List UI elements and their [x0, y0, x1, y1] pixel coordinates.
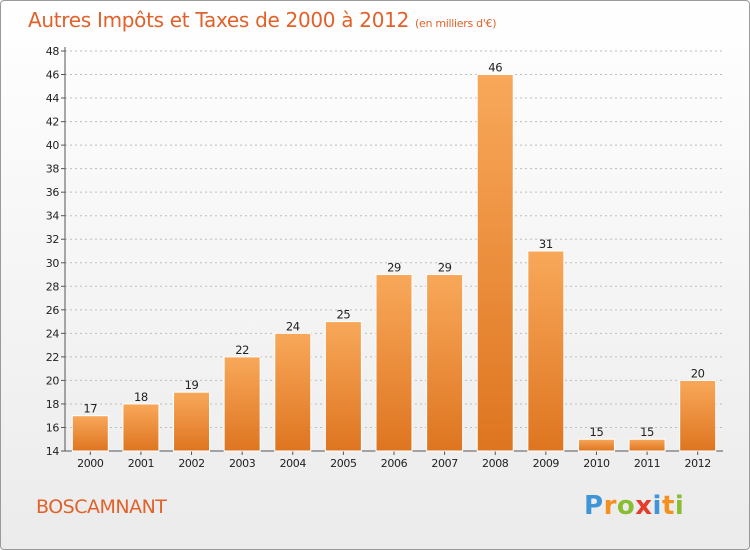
bar-2008	[476, 74, 514, 452]
bar-2002	[173, 391, 211, 452]
bar-2000	[71, 415, 109, 452]
chart-title: Autres Impôts et Taxes de 2000 à 2012 (en…	[28, 8, 496, 32]
labels: 17 18 19 22 24 25 29 29 46 31 15 15 20	[83, 61, 705, 440]
y-tick-label: 42	[46, 116, 59, 129]
y-tick-label: 36	[46, 186, 60, 199]
y-tick-label: 14	[46, 445, 60, 458]
y-tick-label: 34	[46, 210, 60, 223]
x-tick-label: 2006	[381, 457, 408, 470]
y-tick-label: 44	[46, 92, 60, 105]
commune-name: BOSCAMNANT	[36, 496, 167, 518]
x-tick-label: 2002	[178, 457, 204, 470]
x-tick-label: 2001	[128, 457, 154, 470]
x-tick-label: 2009	[533, 457, 560, 470]
bar-2007	[426, 274, 464, 452]
bars	[71, 74, 717, 452]
data-label: 29	[438, 261, 452, 275]
y-tick-label: 18	[46, 398, 60, 411]
bar-2003	[223, 356, 261, 452]
data-label: 18	[134, 390, 148, 404]
x-tick-label: 2010	[583, 457, 610, 470]
data-label: 15	[640, 425, 654, 439]
data-label: 29	[387, 261, 401, 275]
y-tick-label: 40	[46, 139, 60, 152]
data-label: 25	[336, 308, 350, 322]
x-tick-label: 2005	[330, 457, 357, 470]
bar-2009	[527, 250, 565, 452]
x-tick-label: 2003	[229, 457, 256, 470]
bar-2011	[628, 438, 666, 452]
logo-letter: t	[661, 491, 675, 521]
data-label: 46	[488, 61, 502, 75]
x-tick-label: 2008	[482, 457, 509, 470]
data-label: 22	[235, 343, 249, 357]
y-tick-label: 38	[46, 163, 60, 176]
x-tick-label: 2012	[684, 457, 710, 470]
bar-2004	[274, 332, 312, 452]
title-unit: (en milliers d'€)	[415, 17, 497, 30]
y-tick-label: 28	[46, 280, 60, 293]
proxiti-logo[interactable]: Proxiti	[584, 491, 684, 521]
logo-letter: o	[616, 491, 636, 521]
y-tick-label: 26	[46, 304, 60, 317]
data-label: 24	[286, 319, 300, 333]
data-label: 20	[691, 366, 705, 380]
title-text: Autres Impôts et Taxes de 2000 à 2012	[28, 8, 409, 32]
axes: 14 16 18 20 22 24 26 28 30 32 34 36 38 40 42 44 46 48 2000…	[46, 45, 723, 470]
y-tick-label: 48	[46, 45, 60, 58]
x-tick-label: 2011	[634, 457, 660, 470]
y-tick-label: 32	[46, 233, 59, 246]
logo-letter: r	[603, 491, 617, 521]
logo-letter: i	[674, 491, 685, 521]
y-tick-label: 20	[46, 374, 60, 387]
data-label: 19	[185, 378, 199, 392]
logo-letter: i	[652, 491, 662, 521]
bar-2001	[122, 403, 160, 452]
x-tick-label: 2004	[280, 457, 307, 470]
y-tick-label: 22	[46, 351, 59, 364]
y-tick-label: 16	[46, 421, 60, 434]
y-tick-label: 30	[46, 257, 60, 270]
logo-letter: P	[584, 491, 604, 521]
logo-letter: x	[635, 491, 653, 521]
bar-2005	[324, 321, 362, 452]
y-tick-label: 24	[46, 327, 60, 340]
y-tick-label: 46	[46, 69, 60, 82]
bar-2006	[375, 274, 413, 452]
bar-2010	[577, 438, 615, 452]
data-label: 31	[539, 237, 553, 251]
data-label: 15	[590, 425, 604, 439]
x-tick-label: 2007	[431, 457, 458, 470]
data-label: 17	[83, 402, 97, 416]
x-tick-label: 2000	[77, 457, 104, 470]
bar-2012	[679, 379, 717, 452]
